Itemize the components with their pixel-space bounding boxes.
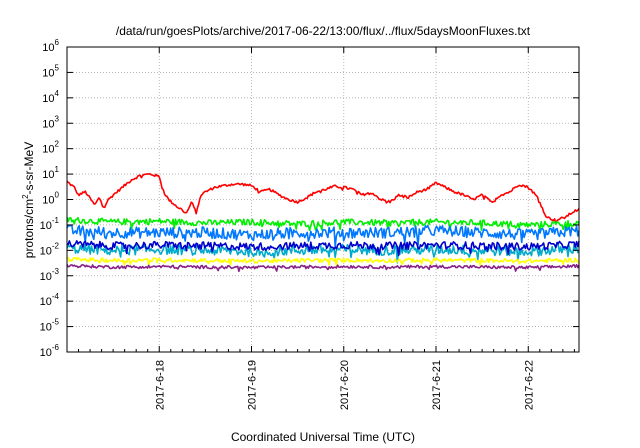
y-axis-ticks: 10-6 10-5 10-4 10-3 10-2 10-1 100 101 102 103 104 1… — [40, 38, 579, 359]
y-tick-label: 101 — [42, 165, 59, 181]
x-tick-label: 2017-6-21 — [431, 360, 443, 410]
series-line-7 — [66, 263, 580, 273]
x-tick-label: 2017-6-19 — [247, 360, 259, 410]
y-tick-label: 103 — [42, 114, 59, 130]
y-tick-label: 10-3 — [40, 267, 60, 283]
y-tick-label: 10-5 — [40, 318, 60, 334]
x-tick-label: 2017-6-20 — [339, 360, 351, 410]
y-tick-label: 10-6 — [40, 343, 60, 359]
y-axis-label-sup: 2 — [21, 194, 30, 199]
y-axis-label: protons/cm2-s-sr-MeV — [21, 142, 36, 258]
series-line-6 — [66, 256, 580, 267]
x-axis-ticks: 2017-6-18 2017-6-19 2017-6-20 2017-6-21 2017… — [78, 47, 575, 410]
chart-title: /data/run/goesPlots/archive/2017-06-22/1… — [116, 24, 531, 38]
series-line-1 — [66, 172, 580, 225]
series-layer — [66, 172, 580, 273]
y-tick-label: 104 — [42, 89, 59, 105]
x-axis-label: Coordinated Universal Time (UTC) — [231, 430, 415, 444]
y-tick-label: 10-2 — [40, 241, 60, 257]
y-tick-label: 102 — [42, 140, 59, 156]
x-tick-label: 2017-6-18 — [154, 360, 166, 410]
series-line-2 — [66, 216, 580, 232]
series-line-4 — [66, 243, 580, 264]
y-axis-label-prefix: protons/cm — [22, 199, 36, 258]
y-axis-label-suffix: -s-sr-MeV — [22, 142, 36, 195]
x-tick-label: 2017-6-22 — [523, 360, 535, 410]
series-line-3 — [66, 224, 580, 248]
y-tick-label: 105 — [42, 63, 59, 79]
grid-lines — [67, 47, 579, 352]
series-line-5 — [66, 240, 580, 257]
y-tick-label: 10-1 — [40, 216, 60, 232]
y-tick-label: 10-4 — [40, 292, 60, 308]
y-tick-label: 106 — [42, 38, 59, 54]
y-tick-label: 100 — [42, 191, 59, 207]
